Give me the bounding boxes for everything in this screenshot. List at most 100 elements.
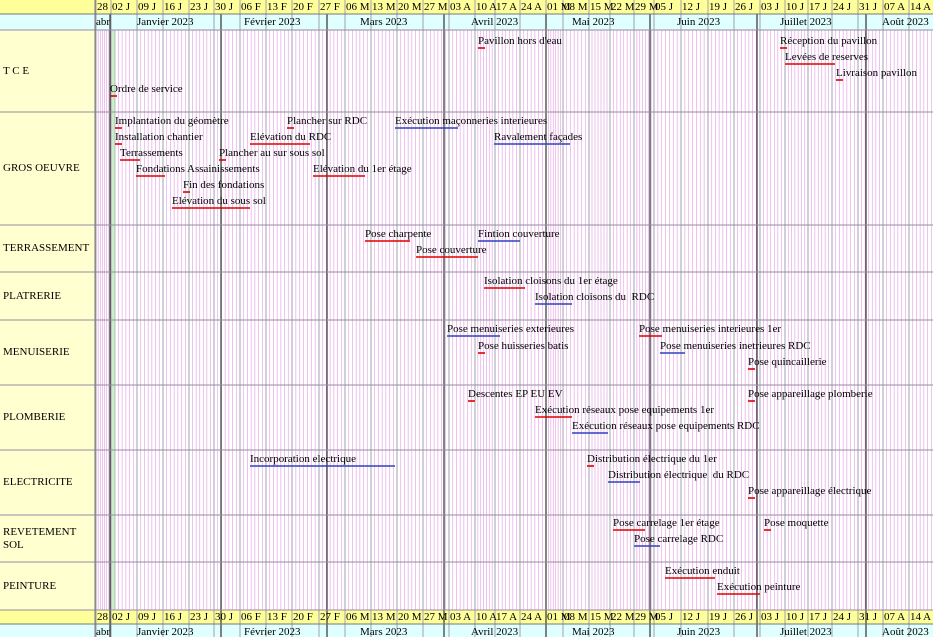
month-label: Février 2023 xyxy=(244,626,301,637)
task-label: Installation chantier xyxy=(115,131,203,143)
task-label: Ordre de service xyxy=(110,83,183,95)
task-label: Levées de reserves xyxy=(785,51,869,63)
week-label: 14 A xyxy=(910,1,932,13)
task-label: Distribution électrique du RDC xyxy=(608,469,750,481)
week-label: 13 M xyxy=(372,611,396,623)
week-label: 23 J xyxy=(190,611,209,623)
week-label: 13 F xyxy=(267,1,287,13)
task-label: Elévation du RDC xyxy=(250,131,332,143)
task-label: Terrassements xyxy=(120,147,183,159)
month-label: Janvier 2023 xyxy=(137,626,194,637)
task-label: Isolation cloisons du 1er étage xyxy=(484,275,618,287)
week-label: 12 J xyxy=(682,1,701,13)
lane-name: ELECTRICITE xyxy=(3,476,73,488)
week-label: 19 J xyxy=(709,1,728,13)
task-label: Pose carrelage 1er étage xyxy=(613,517,720,529)
week-label: 09 J xyxy=(138,611,157,623)
week-label: 17 J xyxy=(809,1,828,13)
week-label: 03 A xyxy=(450,1,472,13)
week-label: 28 xyxy=(97,1,108,13)
task-label: Pose moquette xyxy=(764,517,829,529)
task-label: Livraison pavillon xyxy=(836,67,917,79)
task-label: Fintion couverture xyxy=(478,228,560,240)
week-label: 05 J xyxy=(655,611,674,623)
task-label: Pavillon hors d'eau xyxy=(478,35,562,47)
week-label: 27 F xyxy=(320,1,340,13)
week-label: 15 M xyxy=(590,611,614,623)
week-label: 07 A xyxy=(884,611,906,623)
week-label: 17 A xyxy=(496,1,518,13)
week-label: 27 M xyxy=(424,611,448,623)
week-label: 14 A xyxy=(910,611,932,623)
task-label: Fondations Assainissements xyxy=(136,163,260,175)
week-label: 06 M xyxy=(346,611,370,623)
task-label: Ravalement façades xyxy=(494,131,583,143)
week-label: 24 J xyxy=(833,1,852,13)
week-label: 13 F xyxy=(267,611,287,623)
task-label: Exécution peinture xyxy=(717,581,801,593)
month-label: Juillet 2023 xyxy=(780,16,832,28)
month-label: Août 2023 xyxy=(882,626,929,637)
week-label: 01 M xyxy=(547,611,571,623)
month-label: Mars 2023 xyxy=(360,626,408,637)
task-label: Pose appareillage électrique xyxy=(748,485,872,497)
week-label: 03 J xyxy=(761,1,780,13)
week-label: 26 J xyxy=(735,1,754,13)
week-label: 10 A xyxy=(476,611,498,623)
month-label: Juillet 2023 xyxy=(780,626,832,637)
lane-name: PLOMBERIE xyxy=(3,411,66,423)
week-label: 27 F xyxy=(320,611,340,623)
task-label: Pose carrelage RDC xyxy=(634,533,724,545)
task-label: Fin des fondations xyxy=(183,179,265,191)
task-label: Implantation du géomètre xyxy=(115,115,229,127)
week-label: 02 J xyxy=(112,1,131,13)
week-label: 23 J xyxy=(190,1,209,13)
task-label: Exécution maçonneries interieures xyxy=(395,115,548,127)
month-label: Avril 2023 xyxy=(471,16,519,28)
task-label: Incorporation electrique xyxy=(250,453,356,465)
task-label: Pose menuiseries exterieures xyxy=(447,323,575,335)
week-label: 28 xyxy=(97,611,108,623)
week-label: 17 A xyxy=(496,611,518,623)
week-label: 08 M xyxy=(564,1,588,13)
task-label: Elévation du 1er étage xyxy=(313,163,412,175)
task-label: Réception du pavillon xyxy=(780,35,878,47)
week-label: 20 F xyxy=(293,1,313,13)
week-label: 17 J xyxy=(809,611,828,623)
task-label: Exécution réseaux pose equipements RDC xyxy=(572,420,760,432)
task-label: Pose charpente xyxy=(365,228,432,240)
month-label: Avril 2023 xyxy=(471,626,519,637)
lane-name: T C E xyxy=(3,64,30,77)
week-label: 10 A xyxy=(476,1,498,13)
week-label: 09 J xyxy=(138,1,157,13)
month-label: Janvier 2023 xyxy=(137,16,194,28)
week-label: 26 J xyxy=(735,611,754,623)
task-label: Exécution enduit xyxy=(665,565,740,577)
task-label: Pose quincaillerie xyxy=(748,356,827,368)
week-label: 29 M xyxy=(635,611,659,623)
header-band xyxy=(0,610,933,624)
lane-name: REVETEMENT SOL xyxy=(3,525,77,551)
task-label: Descentes EP EU EV xyxy=(468,388,563,400)
task-label: Distribution électrique du 1er xyxy=(587,453,717,465)
month-label: Mai 2023 xyxy=(572,16,615,28)
week-label: 06 F xyxy=(241,1,261,13)
task-label: Plancher sur RDC xyxy=(287,115,368,127)
week-label: 31 J xyxy=(859,611,878,623)
task-label: Pose couverture xyxy=(416,244,487,256)
lane-name: PLATRERIE xyxy=(3,289,62,302)
month-label: Mai 2023 xyxy=(572,626,615,637)
header-band xyxy=(0,0,933,14)
lane-name: TERRASSEMENT xyxy=(3,242,90,254)
month-label: Juin 2023 xyxy=(677,16,721,28)
month-label: Août 2023 xyxy=(882,16,929,28)
week-label: 24 J xyxy=(833,611,852,623)
task-label: Pose menuiseries inetrieures RDC xyxy=(660,340,811,352)
month-label: Février 2023 xyxy=(244,16,301,28)
week-label: 10 J xyxy=(786,1,805,13)
week-label: 19 J xyxy=(709,611,728,623)
week-label: 15 M xyxy=(590,1,614,13)
task-label: Elévation du sous sol xyxy=(172,195,266,207)
